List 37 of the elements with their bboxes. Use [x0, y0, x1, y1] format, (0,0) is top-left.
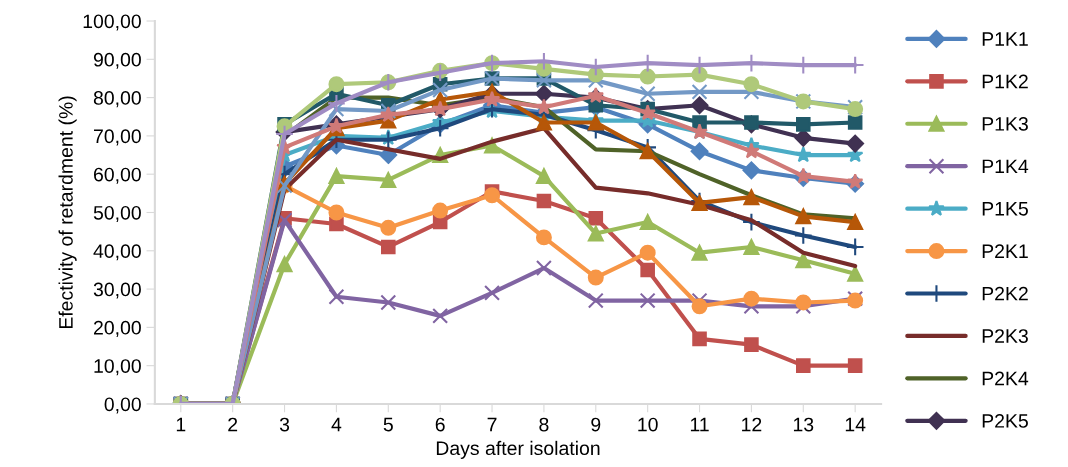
x-tick-label: 5 — [383, 417, 393, 432]
x-tick-label: 4 — [331, 417, 342, 432]
legend-label: P1K3 — [982, 117, 1028, 131]
y-tick-label: 80,00 — [93, 91, 141, 108]
y-tick-label: 0,00 — [104, 397, 141, 414]
x-tick-label: 6 — [435, 417, 445, 432]
y-tick-label: 20,00 — [93, 320, 141, 337]
y-tick-label: 50,00 — [93, 205, 141, 223]
legend-label: P1K2 — [982, 74, 1028, 89]
y-tick-label: 30,00 — [93, 282, 141, 299]
x-axis-title: Days after isolation — [436, 440, 600, 459]
x-tick-label: 3 — [279, 417, 290, 432]
y-tick-label: 70,00 — [94, 129, 141, 146]
legend-label: P2K3 — [982, 329, 1028, 343]
x-tick-label: 14 — [845, 417, 866, 432]
x-tick-label: 10 — [638, 417, 658, 432]
legend-label: P1K4 — [982, 159, 1029, 174]
y-tick-label: 90,00 — [93, 52, 141, 69]
legend-label: P2K2 — [982, 286, 1028, 301]
y-tick-label: 100,00 — [83, 14, 141, 31]
x-tick-label: 13 — [793, 417, 814, 432]
legend-label: P2K1 — [982, 244, 1028, 258]
legend-label: P1K1 — [982, 32, 1028, 46]
x-tick-label: 8 — [539, 417, 549, 432]
legend-label: P2K4 — [982, 371, 1029, 386]
legend-label: P1K5 — [982, 202, 1028, 216]
y-tick-label: 10,00 — [94, 359, 141, 376]
x-tick-label: 9 — [591, 417, 601, 432]
x-tick-label: 2 — [228, 417, 238, 432]
x-tick-label: 1 — [176, 417, 186, 432]
y-tick-label: 40,00 — [93, 244, 141, 261]
y-tick-label: 60,00 — [94, 167, 141, 184]
y-axis-title: Efectivity of retardment (%) — [58, 96, 77, 329]
x-tick-label: 12 — [742, 417, 762, 432]
x-tick-label: 11 — [690, 417, 709, 432]
legend-label: P2K5 — [982, 414, 1028, 428]
x-tick-label: 7 — [487, 417, 497, 432]
